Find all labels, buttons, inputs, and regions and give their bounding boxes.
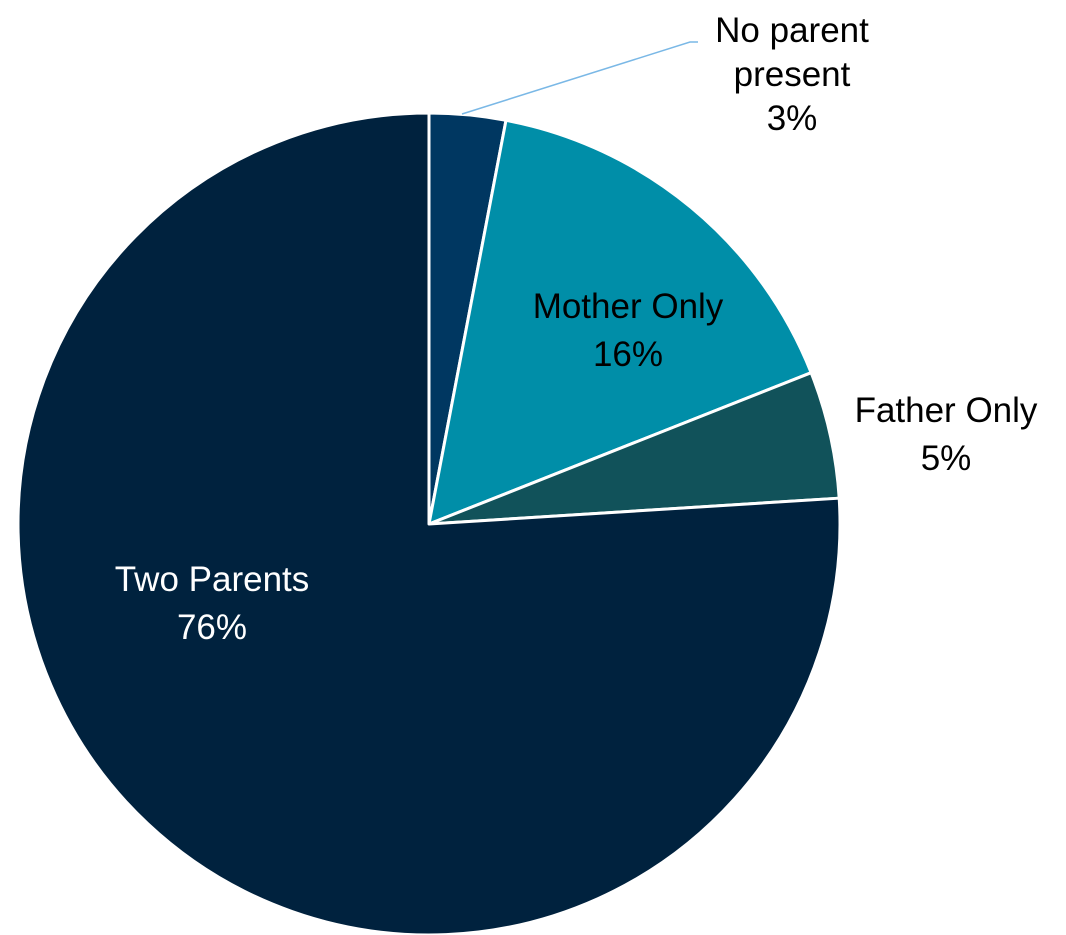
data-label-two-parents: Two Parents 76% bbox=[115, 560, 310, 647]
data-label-no-parent-present: No parent present 3% bbox=[715, 11, 869, 138]
data-label-line: 5% bbox=[921, 439, 972, 478]
pie-slice-two-parents bbox=[16, 111, 842, 935]
pie-slice-mother-only bbox=[427, 118, 813, 526]
data-label-line: 3% bbox=[767, 99, 818, 138]
data-label-mother-only: Mother Only 16% bbox=[533, 287, 724, 374]
data-label-line: present bbox=[734, 55, 851, 94]
data-label-line: Mother Only bbox=[533, 287, 724, 326]
data-label-line: Two Parents bbox=[115, 560, 310, 599]
data-label-line: No parent bbox=[715, 11, 869, 50]
label-leader-line bbox=[461, 41, 698, 115]
data-label-father-only: Father Only 5% bbox=[855, 391, 1038, 478]
data-label-line: Father Only bbox=[855, 391, 1038, 430]
data-label-line: 16% bbox=[593, 335, 663, 374]
data-label-line: 76% bbox=[177, 608, 247, 647]
